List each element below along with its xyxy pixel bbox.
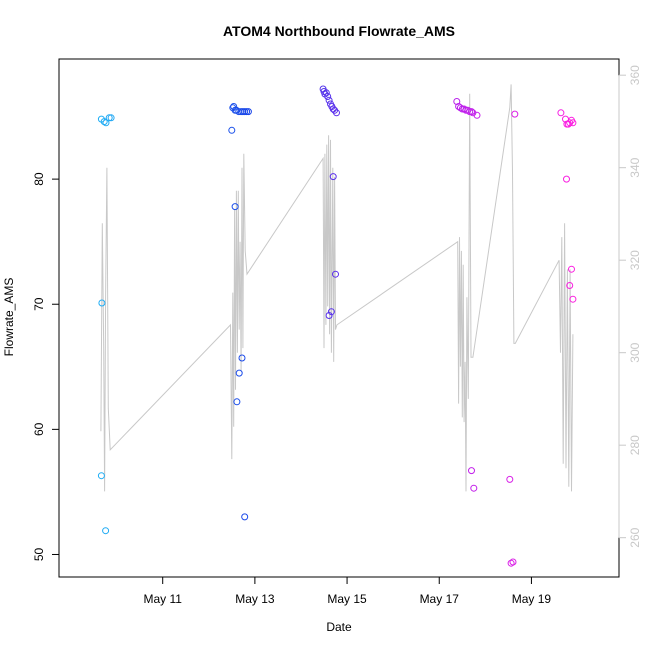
y2-tick-label: 360 [628,65,642,85]
data-point [332,270,339,278]
data-point [568,265,575,273]
chart-title: ATOM4 Northbound Flowrate_AMS [223,23,455,39]
y2-tick-label: 260 [628,527,642,547]
data-point [511,110,519,118]
x-tick-label: May 11 [143,592,182,606]
x-tick-label: May 17 [420,592,460,606]
data-point [569,295,577,303]
x-axis-label: Date [326,620,352,634]
scatter-point-layer [97,85,577,567]
y-axis-left: 50 60 70 80 [32,172,60,561]
x-tick-label: May 15 [327,592,367,606]
y-axis-right: 260 280 300 320 340 360 [618,65,642,548]
y-tick-label: 60 [32,422,46,436]
data-point [100,118,108,126]
y-tick-label: 70 [32,297,46,311]
data-point [102,119,110,127]
data-point [241,108,249,116]
y2-tick-label: 280 [628,435,642,455]
data-point [244,108,252,116]
plot-frame [58,58,620,578]
data-point [102,527,110,535]
y2-tick-label: 300 [628,342,642,362]
x-tick-label: May 13 [235,592,275,606]
data-point [325,312,333,319]
data-point [329,173,337,181]
data-point [241,513,249,521]
y2-tick-label: 320 [628,250,642,270]
data-point [333,109,340,117]
y-axis-label: Flowrate_AMS [2,278,16,357]
data-point [566,282,574,289]
data-point [228,126,236,134]
secondary-line-layer [100,84,574,492]
data-point [507,559,515,567]
data-point [327,308,335,316]
y2-tick-label: 340 [628,157,642,177]
x-tick-label: May 19 [512,592,552,606]
secondary-series-line [100,84,574,492]
data-point [238,354,246,362]
data-point [325,96,333,104]
x-axis: May 11 May 13 May 15 May 17 May 19 [143,576,552,606]
y-tick-label: 80 [32,172,46,186]
data-point [324,93,332,100]
data-point [98,299,106,307]
data-point [235,369,243,377]
data-point [233,398,241,406]
data-point [460,105,468,113]
data-point [563,175,570,183]
data-point [468,467,475,475]
data-point [107,114,115,122]
data-point [105,114,113,122]
data-point [557,109,565,117]
data-point [322,89,330,97]
data-point [509,558,517,566]
data-point [506,475,514,483]
y-tick-label: 50 [32,547,46,561]
data-point [569,119,577,127]
data-point [470,484,478,492]
plot-box [58,58,620,578]
data-point [468,108,475,116]
data-point [97,472,105,480]
data-point [473,111,481,119]
data-point [456,104,464,112]
data-point [231,203,239,211]
